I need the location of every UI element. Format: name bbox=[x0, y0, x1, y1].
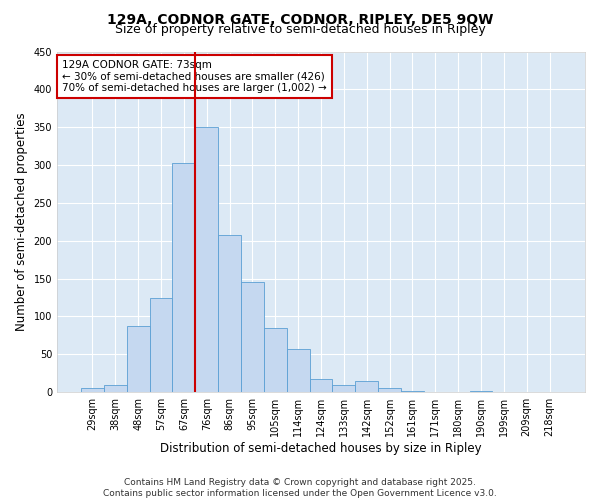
Bar bbox=[310, 380, 332, 392]
Text: 129A CODNOR GATE: 73sqm
← 30% of semi-detached houses are smaller (426)
70% of s: 129A CODNOR GATE: 73sqm ← 30% of semi-de… bbox=[62, 60, 327, 93]
Text: Size of property relative to semi-detached houses in Ripley: Size of property relative to semi-detach… bbox=[115, 22, 485, 36]
Bar bbox=[218, 234, 241, 392]
Bar bbox=[401, 390, 424, 392]
Bar bbox=[172, 163, 196, 392]
Bar bbox=[241, 282, 264, 392]
Bar bbox=[378, 388, 401, 392]
Bar bbox=[196, 127, 218, 392]
Y-axis label: Number of semi-detached properties: Number of semi-detached properties bbox=[15, 112, 28, 331]
Text: Contains HM Land Registry data © Crown copyright and database right 2025.
Contai: Contains HM Land Registry data © Crown c… bbox=[103, 478, 497, 498]
Bar bbox=[264, 328, 287, 392]
Bar bbox=[332, 384, 355, 392]
Bar bbox=[81, 388, 104, 392]
Bar bbox=[127, 326, 149, 392]
Bar bbox=[287, 349, 310, 392]
Bar bbox=[149, 298, 172, 392]
X-axis label: Distribution of semi-detached houses by size in Ripley: Distribution of semi-detached houses by … bbox=[160, 442, 482, 455]
Bar bbox=[104, 384, 127, 392]
Text: 129A, CODNOR GATE, CODNOR, RIPLEY, DE5 9QW: 129A, CODNOR GATE, CODNOR, RIPLEY, DE5 9… bbox=[107, 12, 493, 26]
Bar bbox=[355, 381, 378, 392]
